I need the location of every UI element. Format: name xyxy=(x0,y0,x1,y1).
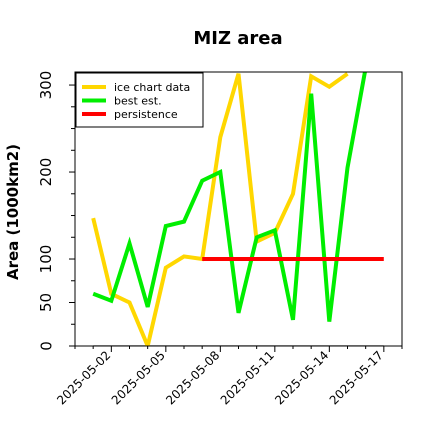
x-tick-label: 2025-05-11 xyxy=(218,348,277,407)
x-tick-label: 2025-05-17 xyxy=(327,348,386,407)
y-axis-label: Area (1000km2) xyxy=(4,144,22,280)
x-tick-label: 2025-05-02 xyxy=(54,348,113,407)
x-tick-label: 2025-05-14 xyxy=(272,348,331,407)
series-line-best-est- xyxy=(92,72,367,322)
plot-area xyxy=(91,72,384,346)
x-axis: 2025-05-022025-05-052025-05-082025-05-11… xyxy=(54,346,403,407)
x-tick-label: 2025-05-05 xyxy=(109,348,168,407)
y-tick-label: 0 xyxy=(37,341,55,351)
legend-label-best-est-: best est. xyxy=(114,94,162,107)
y-tick-label: 100 xyxy=(37,245,55,274)
legend-label-ice-chart-data: ice chart data xyxy=(114,81,190,94)
y-tick-label: 50 xyxy=(37,293,55,312)
y-axis: 0 50 100 200 300 xyxy=(37,71,75,351)
y-tick-label: 300 xyxy=(37,71,55,100)
x-tick-label: 2025-05-08 xyxy=(163,348,222,407)
series-line-ice-chart-data xyxy=(91,72,349,346)
chart-title: MIZ area xyxy=(193,28,282,49)
plot-frame xyxy=(74,71,403,347)
legend-label-persistence: persistence xyxy=(114,108,178,121)
y-tick-label: 200 xyxy=(37,158,55,187)
